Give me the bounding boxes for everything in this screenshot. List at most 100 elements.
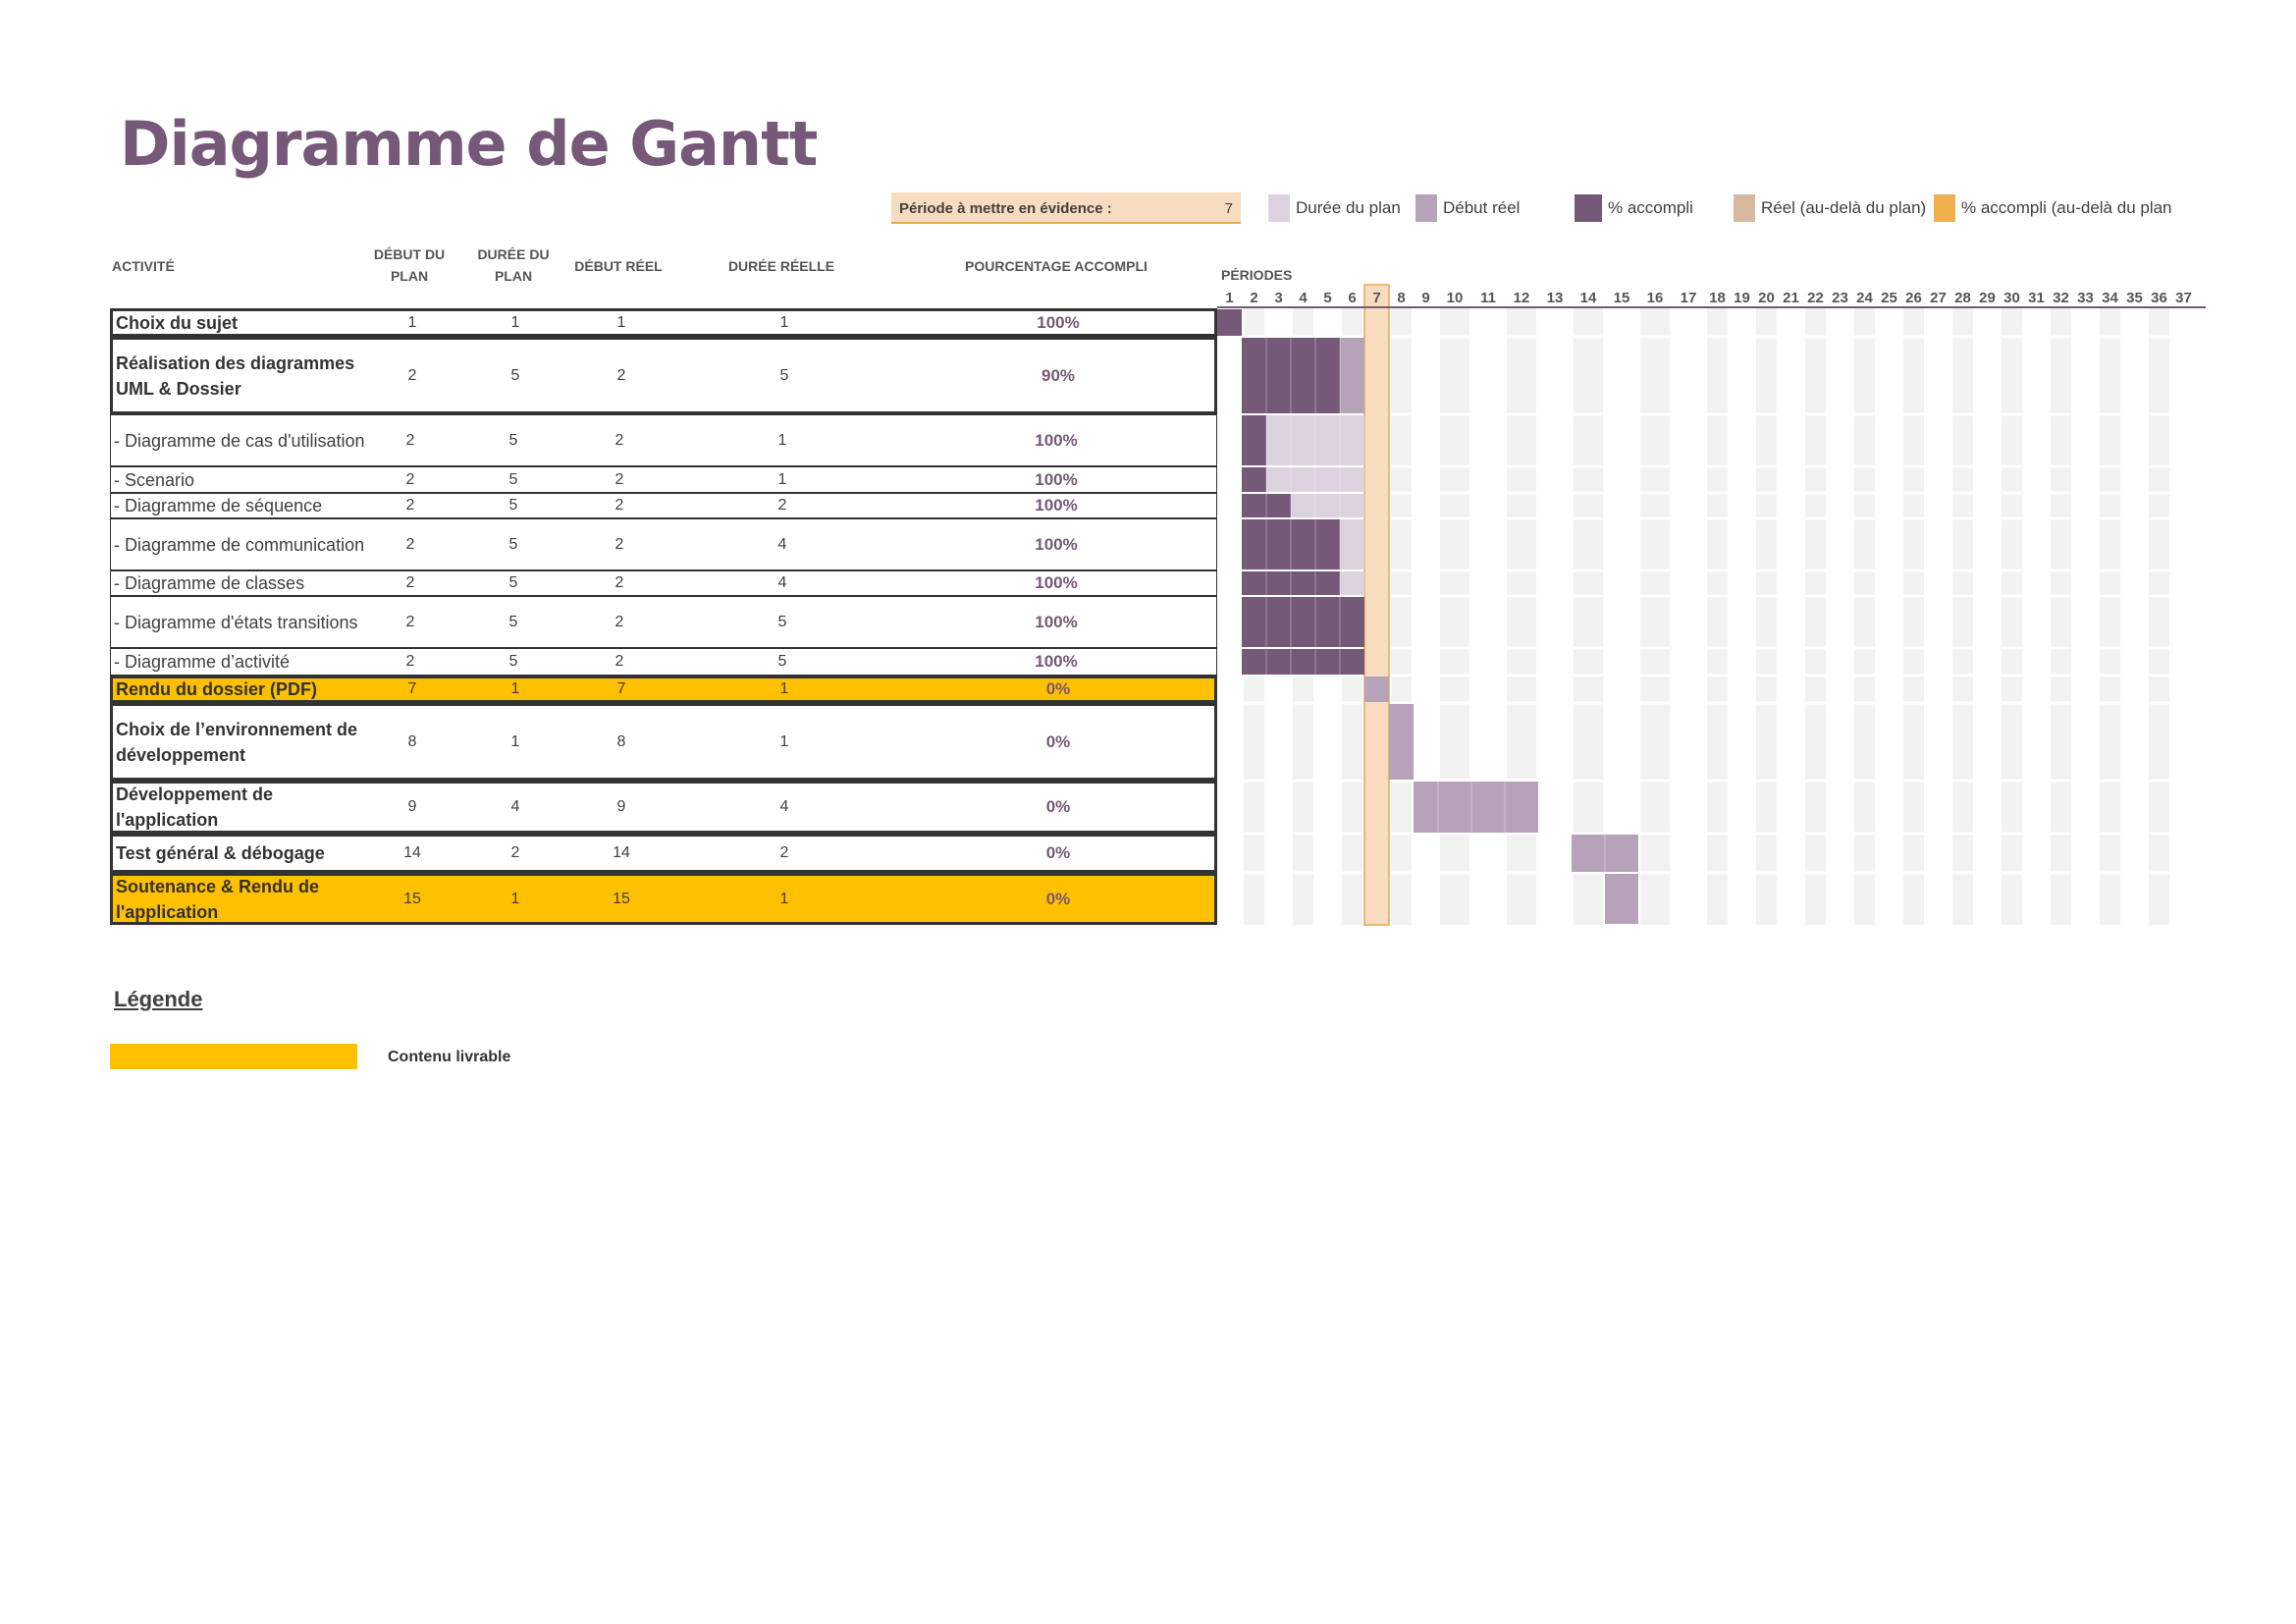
highlight-period-field[interactable]: Période à mettre en évidence : 7	[891, 192, 1241, 224]
task-row[interactable]: - Diagramme de séquence 2 5 2 2 100%	[110, 493, 1217, 518]
task-actual-start: 2	[614, 535, 624, 553]
period-number: 10	[1447, 290, 1464, 306]
task-row[interactable]: - Diagramme d’activité 2 5 2 5 100%	[110, 648, 1217, 676]
complete-bar-segment	[1266, 494, 1291, 517]
legend-label: Début réel	[1443, 198, 1521, 217]
period-number: 25	[1881, 290, 1897, 306]
period-number: 18	[1709, 290, 1726, 306]
task-actual-start: 2	[616, 366, 626, 384]
task-plan-duration: 5	[508, 535, 518, 553]
column-header-actual-start: DÉBUT RÉEL	[574, 258, 663, 274]
task-plan-start: 2	[405, 653, 415, 670]
task-row[interactable]: - Scenario 2 5 2 1 100%	[110, 466, 1217, 493]
task-name: - Diagramme d'états transitions	[114, 612, 358, 632]
gantt-chart: 1 2 3 4 5 6 7 8 9 10 11 12 13 14 15 16 17 18 19 20 21 22 23 24 2…	[1217, 284, 2206, 926]
column-header-activity: ACTIVITÉ	[112, 258, 175, 274]
period-number: 8	[1397, 290, 1405, 306]
task-actual-start: 2	[614, 574, 624, 591]
actual-bar-segment	[1364, 677, 1389, 702]
task-actual-start: 8	[616, 732, 626, 750]
task-actual-duration: 5	[777, 653, 787, 670]
actual-bar-segment	[1605, 874, 1638, 924]
legend-label: % accompli (au-delà du plan	[1961, 198, 2172, 217]
task-row[interactable]: - Diagramme de classes 2 5 2 4 100%	[110, 570, 1217, 596]
period-number: 14	[1580, 290, 1597, 306]
legend-swatch-plan	[1268, 194, 1290, 222]
legend-label: Réel (au-delà du plan)	[1761, 198, 1927, 217]
task-row[interactable]: - Diagramme de communication 2 5 2 4 100%	[110, 518, 1217, 570]
period-number: 22	[1807, 290, 1824, 306]
task-actual-duration: 5	[779, 366, 789, 384]
period-stripe	[2051, 308, 2071, 925]
complete-bar-segment	[1315, 571, 1340, 595]
task-plan-start: 7	[407, 680, 417, 697]
plan-bar-segment	[1340, 494, 1364, 517]
task-actual-duration: 2	[777, 497, 787, 514]
task-actual-start: 15	[613, 890, 630, 907]
task-plan-duration: 5	[508, 497, 518, 514]
complete-bar-segment	[1315, 649, 1340, 675]
highlight-period-column	[1363, 284, 1390, 926]
task-row[interactable]: - Diagramme de cas d'utilisation 2 5 2 1 100%	[110, 414, 1217, 466]
task-plan-duration: 1	[510, 680, 520, 697]
period-number: 24	[1856, 290, 1873, 306]
period-number: 23	[1832, 290, 1848, 306]
column-header-percent: POURCENTAGE ACCOMPLI	[965, 258, 1148, 274]
task-row[interactable]: Réalisation des diagrammes UML & Dossier…	[110, 337, 1217, 414]
task-actual-duration: 4	[777, 535, 787, 553]
task-percent-complete: 0%	[1045, 889, 1071, 908]
highlight-period-value[interactable]: 7	[1224, 200, 1233, 217]
task-plan-duration: 5	[508, 574, 518, 591]
complete-bar-segment	[1242, 649, 1266, 675]
period-number: 3	[1274, 290, 1282, 306]
task-percent-complete: 90%	[1041, 365, 1076, 385]
task-percent-complete: 0%	[1045, 731, 1071, 751]
actual-bar-segment	[1389, 704, 1414, 780]
complete-bar-segment	[1242, 519, 1266, 569]
task-plan-duration: 1	[510, 890, 520, 907]
period-number: 13	[1547, 290, 1564, 306]
task-name: Réalisation des diagrammes UML & Dossier	[116, 352, 355, 399]
complete-bar-segment	[1266, 571, 1291, 595]
task-plan-duration: 2	[510, 844, 520, 861]
complete-bar-segment	[1242, 571, 1266, 595]
task-actual-start: 7	[616, 680, 626, 697]
task-percent-complete: 0%	[1045, 843, 1071, 862]
task-plan-start: 2	[405, 470, 415, 488]
period-stripe	[1952, 308, 1973, 925]
task-name: - Diagramme de communication	[114, 534, 365, 555]
period-number: 34	[2102, 290, 2118, 306]
task-percent-complete: 100%	[1037, 312, 1080, 332]
complete-bar-segment	[1266, 519, 1291, 569]
complete-bar-segment	[1340, 597, 1364, 647]
task-row[interactable]: Choix du sujet 1 1 1 1 100%	[110, 308, 1217, 337]
task-plan-start: 2	[405, 613, 415, 630]
period-number: 28	[1954, 290, 1971, 306]
plan-bar-segment	[1291, 494, 1315, 517]
actual-bar-segment	[1471, 782, 1505, 833]
task-plan-start: 8	[407, 732, 417, 750]
task-plan-start: 15	[403, 890, 421, 907]
actual-bar-segment	[1438, 782, 1471, 833]
task-row[interactable]: Développement de l'application 9 4 9 4 0%	[110, 781, 1217, 834]
plan-bar-segment	[1315, 415, 1340, 465]
plan-bar-segment	[1340, 467, 1364, 492]
task-plan-duration: 5	[508, 470, 518, 488]
legend-title: Légende	[114, 987, 203, 1011]
task-plan-duration: 1	[510, 313, 520, 331]
task-row[interactable]: Test général & débogage 14 2 14 2 0%	[110, 834, 1217, 873]
task-name: - Diagramme de séquence	[114, 496, 323, 515]
legend-swatch-actual	[1415, 194, 1437, 222]
task-row[interactable]: Soutenance & Rendu de l'application 15 1 15…	[110, 873, 1217, 925]
complete-bar-segment	[1242, 467, 1266, 492]
task-row[interactable]: Choix de l’environnement de développemen…	[110, 703, 1217, 781]
task-row[interactable]: - Diagramme d'états transitions 2 5 2 5 100%	[110, 596, 1217, 648]
actual-bar-segment	[1414, 782, 1438, 833]
column-header-plan-start: DÉBUT DU PLAN	[373, 246, 446, 284]
task-row[interactable]: Rendu du dossier (PDF) 7 1 7 1 0%	[110, 676, 1217, 703]
task-plan-duration: 5	[508, 653, 518, 670]
column-header-periods: PÉRIODES	[1221, 267, 1293, 283]
complete-bar-segment	[1315, 597, 1340, 647]
task-name: Soutenance & Rendu de l'application	[116, 876, 320, 922]
period-stripe	[1756, 308, 1777, 925]
